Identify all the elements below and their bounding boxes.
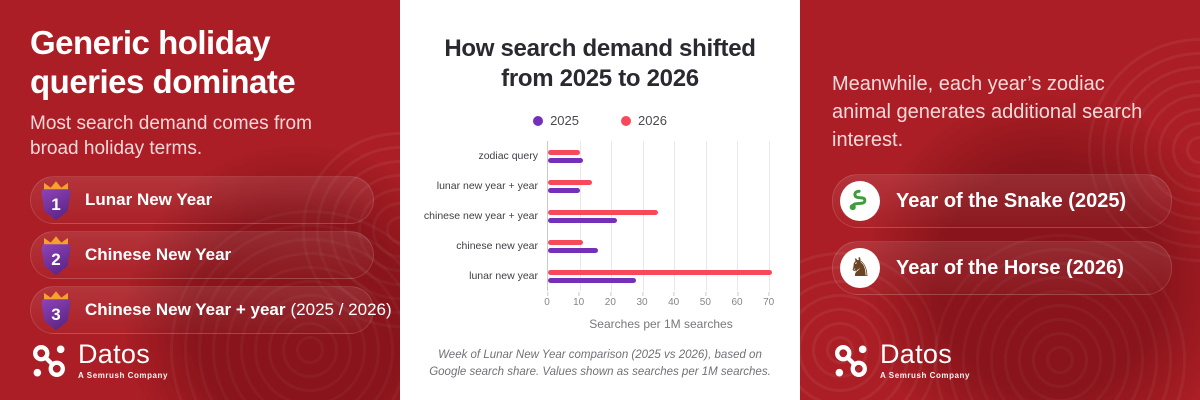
chart-bar-2026 — [548, 149, 580, 155]
legend-dot-icon — [533, 115, 544, 126]
chart-bar-2026 — [548, 269, 772, 275]
datos-logo-icon — [832, 342, 870, 380]
chart-plot-area — [547, 141, 775, 291]
ranked-item-text: Chinese New Year + year (2025 / 2026) — [85, 300, 392, 320]
chart-caption: Week of Lunar New Year comparison (2025 … — [429, 349, 771, 379]
left-panel-title: Generic holiday queries dominate — [30, 24, 296, 100]
datos-logo: Datos A Semrush Company — [30, 341, 168, 380]
x-axis-tick-label: 30 — [636, 291, 648, 308]
logo-wordmark: Datos — [880, 339, 953, 369]
ranked-item-suffix: (2025 / 2026) — [290, 300, 392, 320]
chart-legend: 2025 2026 — [427, 113, 773, 128]
ranked-item-text: Lunar New Year — [85, 190, 212, 210]
right-panel: Meanwhile, each year’s zodiac animal gen… — [800, 0, 1200, 400]
bar-chart: zodiac query lunar new year + year chinese… — [423, 141, 775, 291]
chart-x-axis-title: Searches per 1M searches — [589, 317, 733, 331]
chart-bar-2026 — [548, 179, 593, 185]
legend-item: 2026 — [621, 113, 667, 128]
zodiac-list-item: Year of the Snake (2025) — [832, 174, 1172, 228]
chart-category-label: chinese new year — [456, 240, 538, 252]
chart-x-axis-ticks: 0 10 20 30 40 50 60 70 — [544, 291, 775, 308]
horse-icon: ♞ — [840, 248, 880, 288]
zodiac-list-item: ♞ Year of the Horse (2026) — [832, 241, 1172, 295]
chart-panel: How search demand shifted from 2025 to 2… — [400, 0, 800, 400]
chart-gridline — [579, 141, 581, 291]
rank-badge-icon: 2 — [40, 234, 72, 276]
ranked-list-item: 3 Chinese New Year + year (2025 / 2026) — [30, 286, 392, 335]
legend-dot-icon — [621, 115, 631, 126]
left-panel: Generic holiday queries dominate Most se… — [0, 0, 400, 400]
chart-gridline — [674, 141, 676, 291]
chart-bar-2025 — [548, 217, 618, 223]
chart-gridline — [768, 141, 770, 291]
chart-bar-group — [548, 231, 775, 261]
zodiac-list: Year of the Snake (2025) ♞ Year of the Hor… — [832, 174, 1172, 295]
shield-icon: 3 — [41, 299, 71, 331]
x-axis-tick-label: 0 — [544, 291, 550, 308]
shield-icon: 1 — [41, 189, 71, 221]
crown-icon — [44, 181, 68, 193]
rank-badge-icon: 3 — [40, 289, 72, 331]
logo-tagline: A Semrush Company — [880, 371, 970, 380]
chart-category-label: zodiac query — [478, 150, 538, 162]
x-axis-tick-label: 60 — [731, 291, 743, 308]
chart-bar-group — [548, 141, 775, 171]
chart-bar-2025 — [548, 157, 583, 163]
x-axis-tick-label: 20 — [605, 291, 616, 308]
chart-gridline — [705, 141, 707, 291]
ranked-item-text: Chinese New Year — [85, 245, 231, 265]
shield-icon: 2 — [41, 244, 71, 276]
chart-bar-group — [548, 261, 775, 291]
logo-wordmark: Datos — [78, 339, 151, 369]
ranked-list-item: 1 Lunar New Year — [30, 176, 374, 225]
chart-bar-2025 — [548, 187, 580, 193]
x-axis-tick-label: 50 — [700, 291, 711, 308]
datos-logo-icon — [30, 342, 68, 380]
x-axis-tick-label: 10 — [573, 291, 584, 308]
x-axis-tick-label: 40 — [668, 291, 679, 308]
chart-title: How search demand shifted from 2025 to 2… — [444, 35, 756, 92]
horse-glyph: ♞ — [848, 253, 872, 283]
chart-gridline — [642, 141, 644, 291]
chart-bar-group — [548, 171, 775, 201]
ranked-item-label: Lunar New Year — [85, 190, 213, 210]
x-axis-tick-label: 70 — [763, 291, 774, 308]
legend-label: 2025 — [550, 113, 579, 128]
zodiac-item-label: Year of the Snake (2025) — [896, 189, 1127, 212]
chart-category-label: chinese new year + year — [423, 210, 538, 222]
chart-bar-2026 — [548, 209, 659, 215]
chart-bar-2025 — [548, 247, 599, 253]
legend-label: 2026 — [638, 113, 667, 128]
datos-logo: Datos A Semrush Company — [832, 341, 970, 380]
rank-badge-icon: 1 — [40, 179, 72, 221]
ranked-list-item: 2 Chinese New Year — [30, 231, 374, 280]
chart-gridline — [611, 141, 613, 291]
ranked-item-label: Chinese New Year — [85, 245, 232, 265]
chart-category-labels: zodiac query lunar new year + year chinese… — [423, 141, 547, 291]
chart-bar-2025 — [548, 277, 637, 283]
chart-category-label: lunar new year — [469, 270, 538, 282]
logo-tagline: A Semrush Company — [78, 371, 168, 380]
chart-bar-group — [548, 201, 775, 231]
legend-item: 2025 — [533, 113, 579, 128]
ranked-list: 1 Lunar New Year 2 Chinese New Year 3 Chinese… — [30, 176, 392, 335]
ranked-item-label: Chinese New Year + year — [85, 300, 286, 320]
crown-icon — [44, 291, 68, 303]
snake-icon — [840, 181, 880, 221]
chart-gridline — [737, 141, 739, 291]
crown-icon — [44, 236, 68, 248]
chart-category-label: lunar new year + year — [436, 180, 538, 192]
chart-bar-2026 — [548, 239, 583, 245]
right-panel-heading: Meanwhile, each year’s zodiac animal gen… — [832, 73, 1143, 151]
left-panel-subtitle: Most search demand comes from broad holi… — [30, 112, 312, 159]
zodiac-item-label: Year of the Horse (2026) — [896, 256, 1124, 279]
